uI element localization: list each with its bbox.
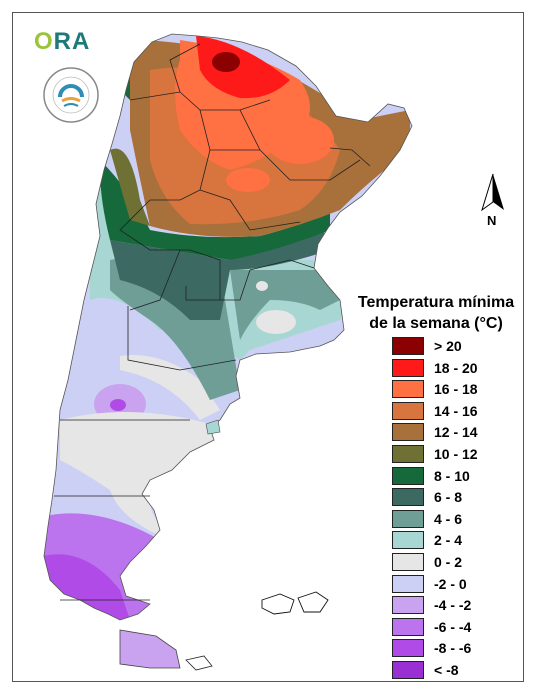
legend-swatch	[392, 639, 424, 658]
north-label: N	[487, 213, 497, 228]
legend-swatch	[392, 466, 424, 485]
legend-swatch	[392, 509, 424, 528]
legend-swatch	[392, 444, 424, 463]
legend-label: 0 - 2	[434, 553, 463, 570]
isla-de-los-estados	[185, 655, 213, 671]
logo-sun-letter: O	[34, 28, 54, 55]
legend-label: -6 - -4	[434, 618, 472, 635]
legend-swatch	[392, 488, 424, 507]
legend-swatch	[392, 552, 424, 571]
legend-label: -4 - -2	[434, 597, 472, 614]
legend-label: < -8	[434, 661, 459, 678]
legend-swatch	[392, 660, 424, 679]
ora-logo: ORA	[34, 28, 91, 55]
legend-swatch	[392, 401, 424, 420]
legend-swatch	[392, 337, 424, 355]
legend-label: 6 - 8	[434, 489, 463, 506]
legend-label: 16 - 18	[434, 381, 478, 398]
legend-label: -2 - 0	[434, 575, 467, 592]
legend-swatch	[392, 531, 424, 550]
legend-swatch	[392, 596, 424, 615]
legend-label: 14 - 16	[434, 402, 478, 419]
legend-swatch	[392, 617, 424, 636]
legend-label: 12 - 14	[434, 424, 478, 441]
legend-label: 2 - 4	[434, 532, 463, 549]
north-arrow-icon	[481, 173, 504, 212]
smn-seal-logo	[43, 67, 99, 123]
legend-label: 8 - 10	[434, 467, 470, 484]
tierra-del-fuego	[119, 629, 181, 669]
malvinas-islands	[261, 591, 329, 615]
legend-label: 18 - 20	[434, 359, 478, 376]
legend-swatch	[392, 358, 424, 377]
peninsula-valdes	[205, 419, 221, 435]
legend-label: -8 - -6	[434, 640, 472, 657]
legend-label: 10 - 12	[434, 445, 478, 462]
legend-swatch	[392, 574, 424, 593]
province-borders	[43, 33, 413, 621]
legend-label: 4 - 6	[434, 510, 463, 527]
legend-swatch	[392, 380, 424, 399]
legend-swatch	[392, 423, 424, 442]
legend-title: Temperatura mínima de la semana (°C)	[357, 294, 515, 332]
legend-label: > 20	[434, 338, 462, 354]
